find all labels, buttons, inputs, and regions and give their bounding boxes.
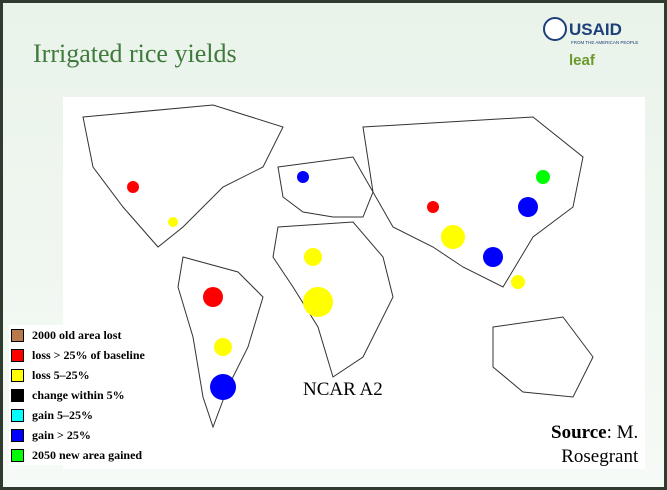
legend-swatch — [11, 408, 24, 422]
legend-swatch — [11, 328, 24, 342]
legend-item: gain 5–25% — [9, 405, 173, 425]
legend-label: 2000 old area lost — [32, 327, 122, 342]
asia — [362, 116, 584, 288]
legend-item: gain > 25% — [9, 425, 173, 445]
legend-item: loss 5–25% — [9, 365, 173, 385]
legend-label: 2050 new area gained — [32, 447, 143, 462]
legend-swatch — [11, 368, 24, 382]
yield-patches — [127, 170, 550, 400]
logo-name: USAID — [569, 20, 622, 39]
legend-swatch — [11, 448, 24, 462]
source-label: Source — [551, 422, 607, 443]
africa — [272, 221, 394, 378]
source-name: Rosegrant — [561, 446, 639, 467]
legend-swatch — [11, 428, 24, 442]
australia — [492, 316, 594, 398]
legend-label: change within 5% — [32, 387, 125, 402]
slide-title: Irrigated rice yields — [33, 39, 237, 68]
map-label: NCAR A2 — [303, 379, 383, 400]
source-text: : M. — [606, 422, 639, 443]
legend: 2000 old area lost loss > 25% of baseline… — [9, 325, 173, 465]
legend-swatch — [11, 388, 24, 402]
seal — [543, 17, 567, 41]
logo-tagline: FROM THE AMERICAN PEOPLE — [571, 40, 638, 45]
legend-label: loss 5–25% — [32, 367, 90, 382]
legend-item: loss > 25% of baseline — [9, 345, 173, 365]
legend-swatch — [11, 348, 24, 362]
legend-label: loss > 25% of baseline — [32, 347, 145, 362]
logo: USAID FROM THE AMERICAN PEOPLE leaf — [543, 17, 638, 69]
partner-logo: leaf — [569, 52, 596, 69]
north-america — [82, 104, 284, 248]
legend-item: change within 5% — [9, 385, 173, 405]
legend-item: 2050 new area gained — [9, 445, 173, 465]
europe — [277, 156, 374, 218]
legend-item: 2000 old area lost — [9, 325, 173, 345]
legend-label: gain > 25% — [32, 427, 91, 442]
source: Source: M. Rosegrant — [551, 421, 638, 469]
legend-label: gain 5–25% — [32, 407, 94, 422]
